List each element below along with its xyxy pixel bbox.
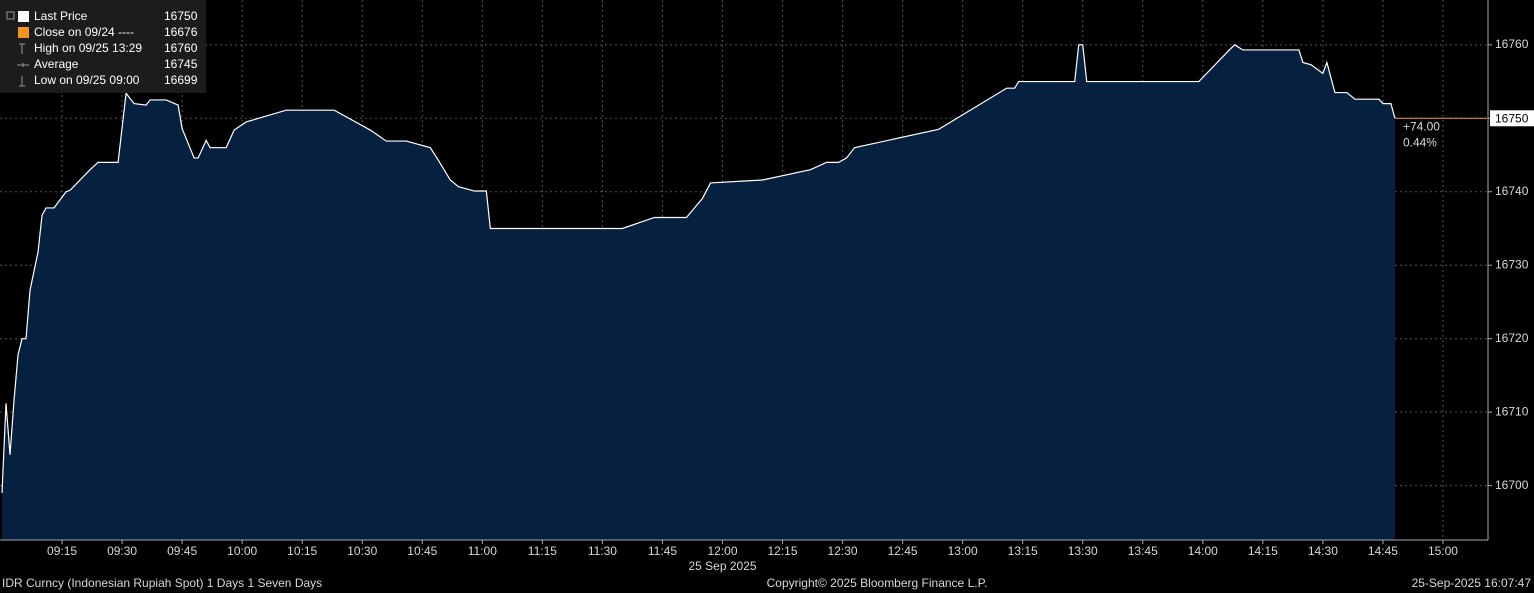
x-tick-label: 14:15	[1248, 544, 1278, 558]
y-tick-label: 16730	[1495, 257, 1529, 271]
x-tick-label: 13:15	[1008, 544, 1038, 558]
x-tick-label: 13:45	[1128, 544, 1158, 558]
x-tick-label: 10:45	[407, 544, 437, 558]
x-tick-label: 11:00	[468, 544, 497, 558]
x-tick-label: 12:15	[768, 544, 798, 558]
x-tick-label: 10:30	[347, 544, 377, 558]
x-tick-label: 09:30	[107, 544, 137, 558]
x-tick-label: 13:00	[948, 544, 978, 558]
legend-icon	[18, 27, 29, 38]
x-tick-label: 12:30	[828, 544, 858, 558]
change-label: +74.00	[1403, 119, 1440, 133]
legend-icon	[19, 76, 25, 87]
legend-label: Close on 09/24 ----	[34, 25, 134, 39]
date-label: 25 Sep 2025	[688, 559, 756, 573]
last-price-value: 16750	[1495, 111, 1529, 125]
legend-value: 16699	[164, 73, 198, 87]
legend-box	[0, 0, 206, 93]
x-tick-label: 14:45	[1368, 544, 1398, 558]
x-tick-label: 13:30	[1068, 544, 1098, 558]
change-pct-label: 0.44%	[1403, 135, 1437, 149]
legend-label: High on 09/25 13:29	[34, 41, 142, 55]
x-tick-label: 15:00	[1428, 544, 1458, 558]
x-tick-label: 09:45	[167, 544, 197, 558]
legend-value: 16760	[164, 41, 198, 55]
footer-right: 25-Sep-2025 16:07:47	[1412, 576, 1532, 590]
y-tick-label: 16710	[1495, 404, 1529, 418]
x-tick-label: 14:30	[1308, 544, 1338, 558]
y-tick-label: 16760	[1495, 37, 1529, 51]
x-tick-label: 11:15	[528, 544, 557, 558]
y-tick-label: 16720	[1495, 331, 1529, 345]
legend-collapse	[6, 11, 15, 20]
legend-value: 16745	[164, 57, 198, 71]
y-tick-label: 16740	[1495, 184, 1529, 198]
price-line	[1, 44, 1396, 494]
x-tick-label: 12:00	[707, 544, 737, 558]
legend-icon	[17, 63, 29, 67]
x-tick-label: 12:45	[888, 544, 918, 558]
legend-label: Last Price	[34, 9, 88, 23]
x-tick-label: 11:45	[648, 544, 677, 558]
footer-left: IDR Curncy (Indonesian Rupiah Spot) 1 Da…	[2, 576, 322, 590]
footer-center: Copyright© 2025 Bloomberg Finance L.P.	[767, 576, 988, 590]
legend-icon	[19, 43, 25, 54]
x-tick-label: 10:00	[227, 544, 257, 558]
legend-value: 16676	[164, 25, 198, 39]
legend-value: 16750	[164, 9, 198, 23]
x-tick-label: 14:00	[1188, 544, 1218, 558]
area	[2, 44, 1395, 541]
last-price-box	[1490, 110, 1534, 127]
x-tick-label: 09:15	[47, 544, 77, 558]
x-tick-label: 11:30	[588, 544, 617, 558]
y-tick-label: 16700	[1495, 478, 1529, 492]
legend-icon	[18, 11, 29, 22]
legend-label: Low on 09/25 09:00	[34, 73, 140, 87]
x-tick-label: 10:15	[287, 544, 317, 558]
legend-label: Average	[34, 57, 79, 71]
